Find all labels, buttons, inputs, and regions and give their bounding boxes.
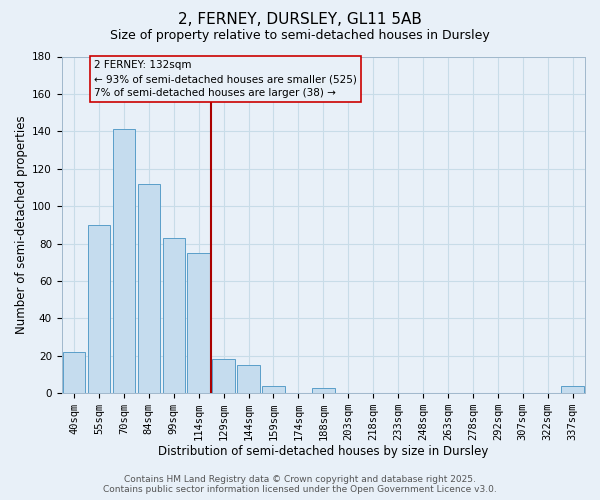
Text: Contains HM Land Registry data © Crown copyright and database right 2025.
Contai: Contains HM Land Registry data © Crown c… xyxy=(103,474,497,494)
Bar xyxy=(187,253,210,393)
Bar xyxy=(312,388,335,393)
Bar xyxy=(88,225,110,393)
Bar xyxy=(63,352,85,393)
Bar xyxy=(562,386,584,393)
Bar xyxy=(262,386,284,393)
Bar xyxy=(238,365,260,393)
Text: 2 FERNEY: 132sqm
← 93% of semi-detached houses are smaller (525)
7% of semi-deta: 2 FERNEY: 132sqm ← 93% of semi-detached … xyxy=(94,60,357,98)
X-axis label: Distribution of semi-detached houses by size in Dursley: Distribution of semi-detached houses by … xyxy=(158,444,488,458)
Bar xyxy=(113,130,135,393)
Text: Size of property relative to semi-detached houses in Dursley: Size of property relative to semi-detach… xyxy=(110,29,490,42)
Bar xyxy=(212,360,235,393)
Y-axis label: Number of semi-detached properties: Number of semi-detached properties xyxy=(15,116,28,334)
Bar xyxy=(163,238,185,393)
Bar xyxy=(137,184,160,393)
Text: 2, FERNEY, DURSLEY, GL11 5AB: 2, FERNEY, DURSLEY, GL11 5AB xyxy=(178,12,422,28)
